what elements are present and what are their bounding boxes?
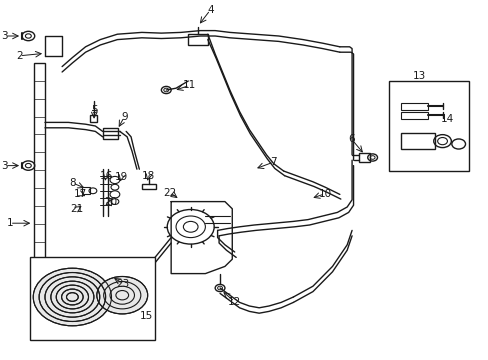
Bar	[359, 153, 369, 162]
Text: 10: 10	[318, 189, 331, 199]
Text: 9: 9	[121, 112, 127, 122]
Bar	[82, 187, 90, 194]
Text: 3: 3	[1, 31, 8, 41]
Text: 21: 21	[70, 204, 84, 214]
Bar	[34, 63, 45, 313]
Text: 8: 8	[69, 178, 76, 188]
Text: 7: 7	[270, 157, 277, 167]
Bar	[90, 115, 97, 122]
Bar	[102, 128, 118, 139]
Text: 1: 1	[6, 218, 13, 228]
Text: 22: 22	[163, 188, 177, 198]
Text: 5: 5	[91, 105, 98, 115]
Text: 15: 15	[140, 311, 153, 321]
Text: 13: 13	[412, 71, 426, 81]
Bar	[400, 112, 427, 119]
Bar	[400, 133, 434, 149]
Text: 6: 6	[347, 134, 354, 144]
Circle shape	[97, 276, 147, 314]
Text: 3: 3	[1, 161, 8, 171]
Text: 2: 2	[16, 51, 23, 61]
Bar	[388, 81, 468, 171]
Text: 23: 23	[116, 279, 130, 289]
Text: 4: 4	[206, 5, 213, 15]
Bar	[188, 34, 207, 45]
Bar	[400, 103, 427, 110]
Text: 11: 11	[183, 80, 196, 90]
Text: 20: 20	[104, 197, 117, 207]
Text: 14: 14	[440, 114, 453, 124]
Text: 18: 18	[142, 171, 155, 181]
Text: 16: 16	[99, 171, 113, 181]
Text: 17: 17	[73, 189, 87, 199]
Circle shape	[33, 268, 111, 326]
Bar	[142, 184, 156, 189]
Bar	[30, 257, 155, 340]
Text: 19: 19	[114, 172, 128, 183]
Text: 12: 12	[227, 297, 241, 307]
